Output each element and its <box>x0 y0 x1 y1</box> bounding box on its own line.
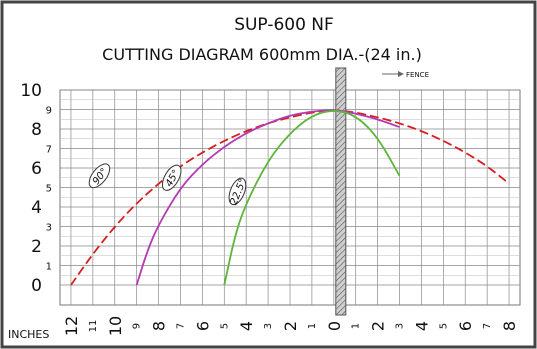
x-tick-label: 8 <box>500 321 519 331</box>
x-tick-label: 1 <box>351 323 362 329</box>
y-axis: 10 8 6 4 2 0 9 7 5 3 1 <box>20 81 52 296</box>
y-tick-major: 0 <box>31 276 42 296</box>
series-line-0 <box>70 109 510 286</box>
x-tick-label: 9 <box>132 323 143 329</box>
x-tick-label: 4 <box>237 321 256 331</box>
series-line-2 <box>223 110 401 286</box>
x-tick-label: 1 <box>307 323 318 329</box>
x-axis-label: INCHES <box>8 328 49 341</box>
x-tick-label: 4 <box>412 321 431 331</box>
y-tick-major: 8 <box>31 120 42 140</box>
x-tick-label: 3 <box>263 323 274 329</box>
x-tick-label: 11 <box>88 320 99 333</box>
x-tick-label: 0 <box>325 321 344 331</box>
y-tick-minor: 1 <box>46 262 52 273</box>
x-tick-label: 5 <box>438 323 449 329</box>
x-tick-label: 2 <box>281 321 300 331</box>
y-tick-minor: 7 <box>46 145 52 156</box>
fence-annotation: FENCE <box>382 71 429 79</box>
x-tick-label: 6 <box>193 321 212 331</box>
chart-subtitle: CUTTING DIAGRAM 600mm DIA.-(24 in.) <box>102 45 422 64</box>
x-tick-label: 10 <box>106 316 125 336</box>
x-axis: 12 11 10 9 8 7 6 5 4 3 2 1 0 1 2 3 4 5 6 7 8 <box>62 316 519 336</box>
series-label-badge <box>88 163 111 189</box>
y-tick-major: 4 <box>31 198 42 218</box>
x-tick-label: 3 <box>395 323 406 329</box>
grid <box>59 89 521 306</box>
x-tick-label: 5 <box>219 323 230 329</box>
fence <box>335 67 347 316</box>
y-tick-minor: 5 <box>46 184 52 195</box>
y-tick-major: 6 <box>31 159 42 179</box>
y-tick-major: 10 <box>20 81 42 101</box>
y-tick-major: 2 <box>31 237 42 257</box>
x-tick-label: 8 <box>150 321 169 331</box>
x-tick-label: 7 <box>482 323 493 329</box>
fence-label: FENCE <box>406 71 429 79</box>
series-line-1 <box>135 109 400 286</box>
series-label-badge <box>161 164 182 191</box>
series-label-badge <box>228 177 247 206</box>
y-tick-minor: 3 <box>46 223 52 234</box>
x-tick-label: 12 <box>62 316 81 336</box>
x-tick-label: 7 <box>175 323 186 329</box>
fence-arrow-icon <box>398 71 404 77</box>
chart-title: SUP-600 NF <box>234 15 334 35</box>
y-tick-minor: 9 <box>46 106 52 117</box>
fence-hatch <box>335 68 346 315</box>
x-tick-label: 2 <box>369 321 388 331</box>
x-tick-label: 6 <box>456 321 475 331</box>
series-lines <box>70 109 510 286</box>
